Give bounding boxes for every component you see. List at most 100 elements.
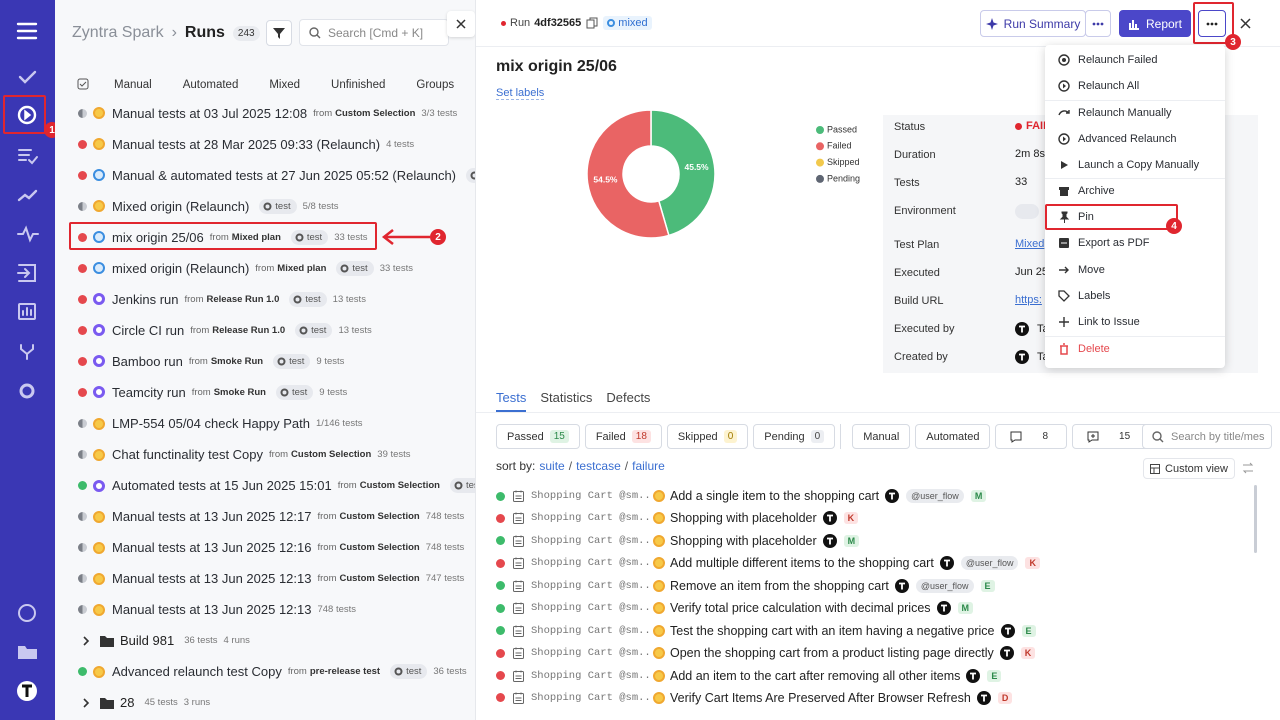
sort-option[interactable]: failure	[632, 459, 665, 473]
run-row[interactable]: Manual tests at 13 Jun 2025 12:17 from Cus…	[78, 505, 464, 529]
run-tab[interactable]: Automated	[182, 79, 239, 91]
test-row[interactable]: Shopping Cart @sm... Shopping with placeh…	[496, 508, 859, 528]
run-row[interactable]: Circle CI run from Release Run 1.0 test 13 t…	[78, 318, 372, 342]
tab[interactable]: Defects	[606, 390, 651, 405]
menu-item[interactable]: Link to Issue	[1045, 311, 1225, 333]
filter-button[interactable]: Pending 0	[753, 424, 836, 449]
test-row[interactable]: Shopping Cart @sm... Verify Cart Items Ar…	[496, 688, 1013, 708]
search-input[interactable]: Search [Cmd + K]	[299, 19, 449, 46]
test-row[interactable]: Shopping Cart @sm... Add an item to the c…	[496, 666, 1002, 686]
nav-reports[interactable]	[18, 303, 36, 320]
more-actions-button[interactable]	[1198, 10, 1226, 37]
run-name: Manual tests at 13 Jun 2025 12:13	[112, 571, 312, 587]
nav-plans[interactable]	[18, 149, 38, 165]
origin-icon	[653, 579, 665, 592]
run-tab[interactable]: Mixed	[269, 79, 301, 91]
run-tab[interactable]: Unfinished	[331, 79, 386, 91]
menu-item[interactable]: Export as PDF	[1045, 232, 1225, 254]
test-row[interactable]: Shopping Cart @sm... Shopping with placeh…	[496, 531, 860, 551]
test-row[interactable]: Shopping Cart @sm... Remove an item from …	[496, 576, 995, 596]
nav-import[interactable]	[17, 264, 36, 282]
run-row[interactable]: Automated tests at 15 Jun 2025 15:01 from…	[78, 474, 475, 498]
nav-projects[interactable]	[18, 646, 37, 659]
menu-item[interactable]: Delete	[1045, 338, 1225, 360]
filter-button[interactable]: Failed 18	[584, 424, 662, 449]
menu-item[interactable]: Advanced Relaunch	[1045, 128, 1225, 150]
filter-button[interactable]: Passed 15	[496, 424, 580, 449]
folder-icon	[100, 635, 114, 647]
run-row[interactable]: Manual tests at 13 Jun 2025 12:16 from Cus…	[78, 536, 464, 560]
test-row[interactable]: Shopping Cart @sm... Add a single item to…	[496, 486, 987, 506]
filter-button[interactable]	[266, 20, 292, 46]
test-count: 13 tests	[338, 324, 372, 336]
run-row[interactable]: Build 981 36 tests 4 runs	[78, 629, 250, 653]
filter-button[interactable]: 15	[1072, 424, 1150, 449]
origin-text: mixed	[618, 17, 648, 29]
menu-item[interactable]: Labels	[1045, 285, 1225, 307]
nav-tests[interactable]	[18, 70, 37, 84]
nav-settings[interactable]	[19, 383, 35, 399]
sort-option[interactable]: suite	[539, 459, 565, 473]
custom-view-button[interactable]: Custom view	[1143, 458, 1235, 479]
menu-item[interactable]: Launch a Copy Manually	[1045, 154, 1225, 176]
menu-item[interactable]: Relaunch Failed	[1045, 49, 1225, 71]
run-row[interactable]: Chat functinality test Copy from Custom Se…	[78, 443, 411, 467]
nav-analytics[interactable]	[17, 189, 38, 202]
run-row[interactable]: LMP-554 05/04 check Happy Path 1/146 test…	[78, 412, 363, 436]
close-run[interactable]	[1240, 18, 1251, 29]
menu-item[interactable]: Move	[1045, 259, 1225, 281]
menu-icon[interactable]	[16, 22, 38, 40]
select-icon[interactable]	[77, 78, 89, 90]
test-row[interactable]: Shopping Cart @sm... Add multiple differe…	[496, 553, 1040, 573]
close-panel[interactable]	[447, 11, 475, 37]
filter-bar: Passed 15 Failed 18 Skipped 0 Pending 0 Manual Au…	[496, 424, 1150, 449]
status-dot	[496, 648, 505, 658]
run-tab[interactable]: Groups	[416, 79, 455, 91]
run-row[interactable]: mix origin 25/06 from Mixed plan test 33 tes…	[78, 225, 367, 249]
menu-label: Link to Issue	[1078, 316, 1140, 328]
test-row[interactable]: Shopping Cart @sm... Open the shopping ca…	[496, 643, 1036, 663]
run-row[interactable]: mixed origin (Relaunch) from Mixed plan tes…	[78, 256, 413, 280]
filter-button[interactable]: Automated	[915, 424, 991, 449]
run-summary-button[interactable]: Run Summary	[980, 10, 1086, 37]
run-row[interactable]: Manual tests at 03 Jul 2025 12:08 from Cus…	[78, 101, 457, 125]
nav-runs[interactable]	[17, 105, 37, 125]
swap-icon[interactable]	[1242, 462, 1254, 474]
sort-option[interactable]: testcase	[576, 459, 621, 473]
tab[interactable]: Statistics	[540, 390, 593, 405]
nav-branches[interactable]	[20, 344, 34, 360]
filter-button[interactable]: 8	[995, 424, 1068, 449]
filter-button[interactable]: Skipped 0	[666, 424, 749, 449]
run-tab[interactable]: Manual	[114, 79, 152, 91]
run-row[interactable]: Manual tests at 13 Jun 2025 12:13 from Cus…	[78, 567, 464, 591]
run-row[interactable]: Manual tests at 13 Jun 2025 12:13 748 tes…	[78, 598, 356, 622]
case-icon	[513, 535, 524, 547]
set-labels-link[interactable]: Set labels	[496, 87, 545, 100]
nav-pulse[interactable]	[17, 225, 39, 243]
test-row[interactable]: Shopping Cart @sm... Verify total price c…	[496, 598, 974, 618]
tab[interactable]: Tests	[496, 390, 527, 412]
breadcrumb[interactable]: Zyntra Spark	[72, 24, 164, 41]
nav-help[interactable]	[18, 604, 36, 622]
filter-button[interactable]: Manual	[852, 424, 911, 449]
tests-tabs: Tests Statistics Defects	[496, 390, 650, 412]
copy-icon[interactable]	[585, 17, 599, 29]
run-row[interactable]: Manual tests at 28 Mar 2025 09:33 (Relau…	[78, 132, 414, 156]
run-row[interactable]: Bamboo run from Smoke Run test 9 tests	[78, 349, 344, 373]
status-dot	[496, 603, 505, 613]
from-label: from	[190, 324, 210, 336]
run-row[interactable]: Jenkins run from Release Run 1.0 test 13 tes…	[78, 287, 366, 311]
test-row[interactable]: Shopping Cart @sm... Test the shopping ca…	[496, 621, 1036, 641]
menu-item[interactable]: Relaunch All	[1045, 75, 1225, 97]
report-button[interactable]: Report	[1119, 10, 1191, 37]
run-row[interactable]: Advanced relaunch test Copy from pre-relea…	[78, 660, 467, 684]
menu-item[interactable]: Archive	[1045, 180, 1225, 202]
run-row[interactable]: 28 45 tests 3 runs	[78, 691, 210, 715]
menu-item[interactable]: Pin	[1045, 206, 1225, 228]
test-search[interactable]: Search by title/mes	[1142, 424, 1272, 449]
run-row[interactable]: Mixed origin (Relaunch) test 5/8 tests	[78, 194, 339, 218]
run-row[interactable]: Teamcity run from Smoke Run test 9 tests	[78, 380, 347, 404]
menu-item[interactable]: Relaunch Manually	[1045, 102, 1225, 124]
summary-more[interactable]	[1085, 10, 1111, 37]
run-row[interactable]: Manual & automated tests at 27 Jun 2025 …	[78, 163, 475, 187]
